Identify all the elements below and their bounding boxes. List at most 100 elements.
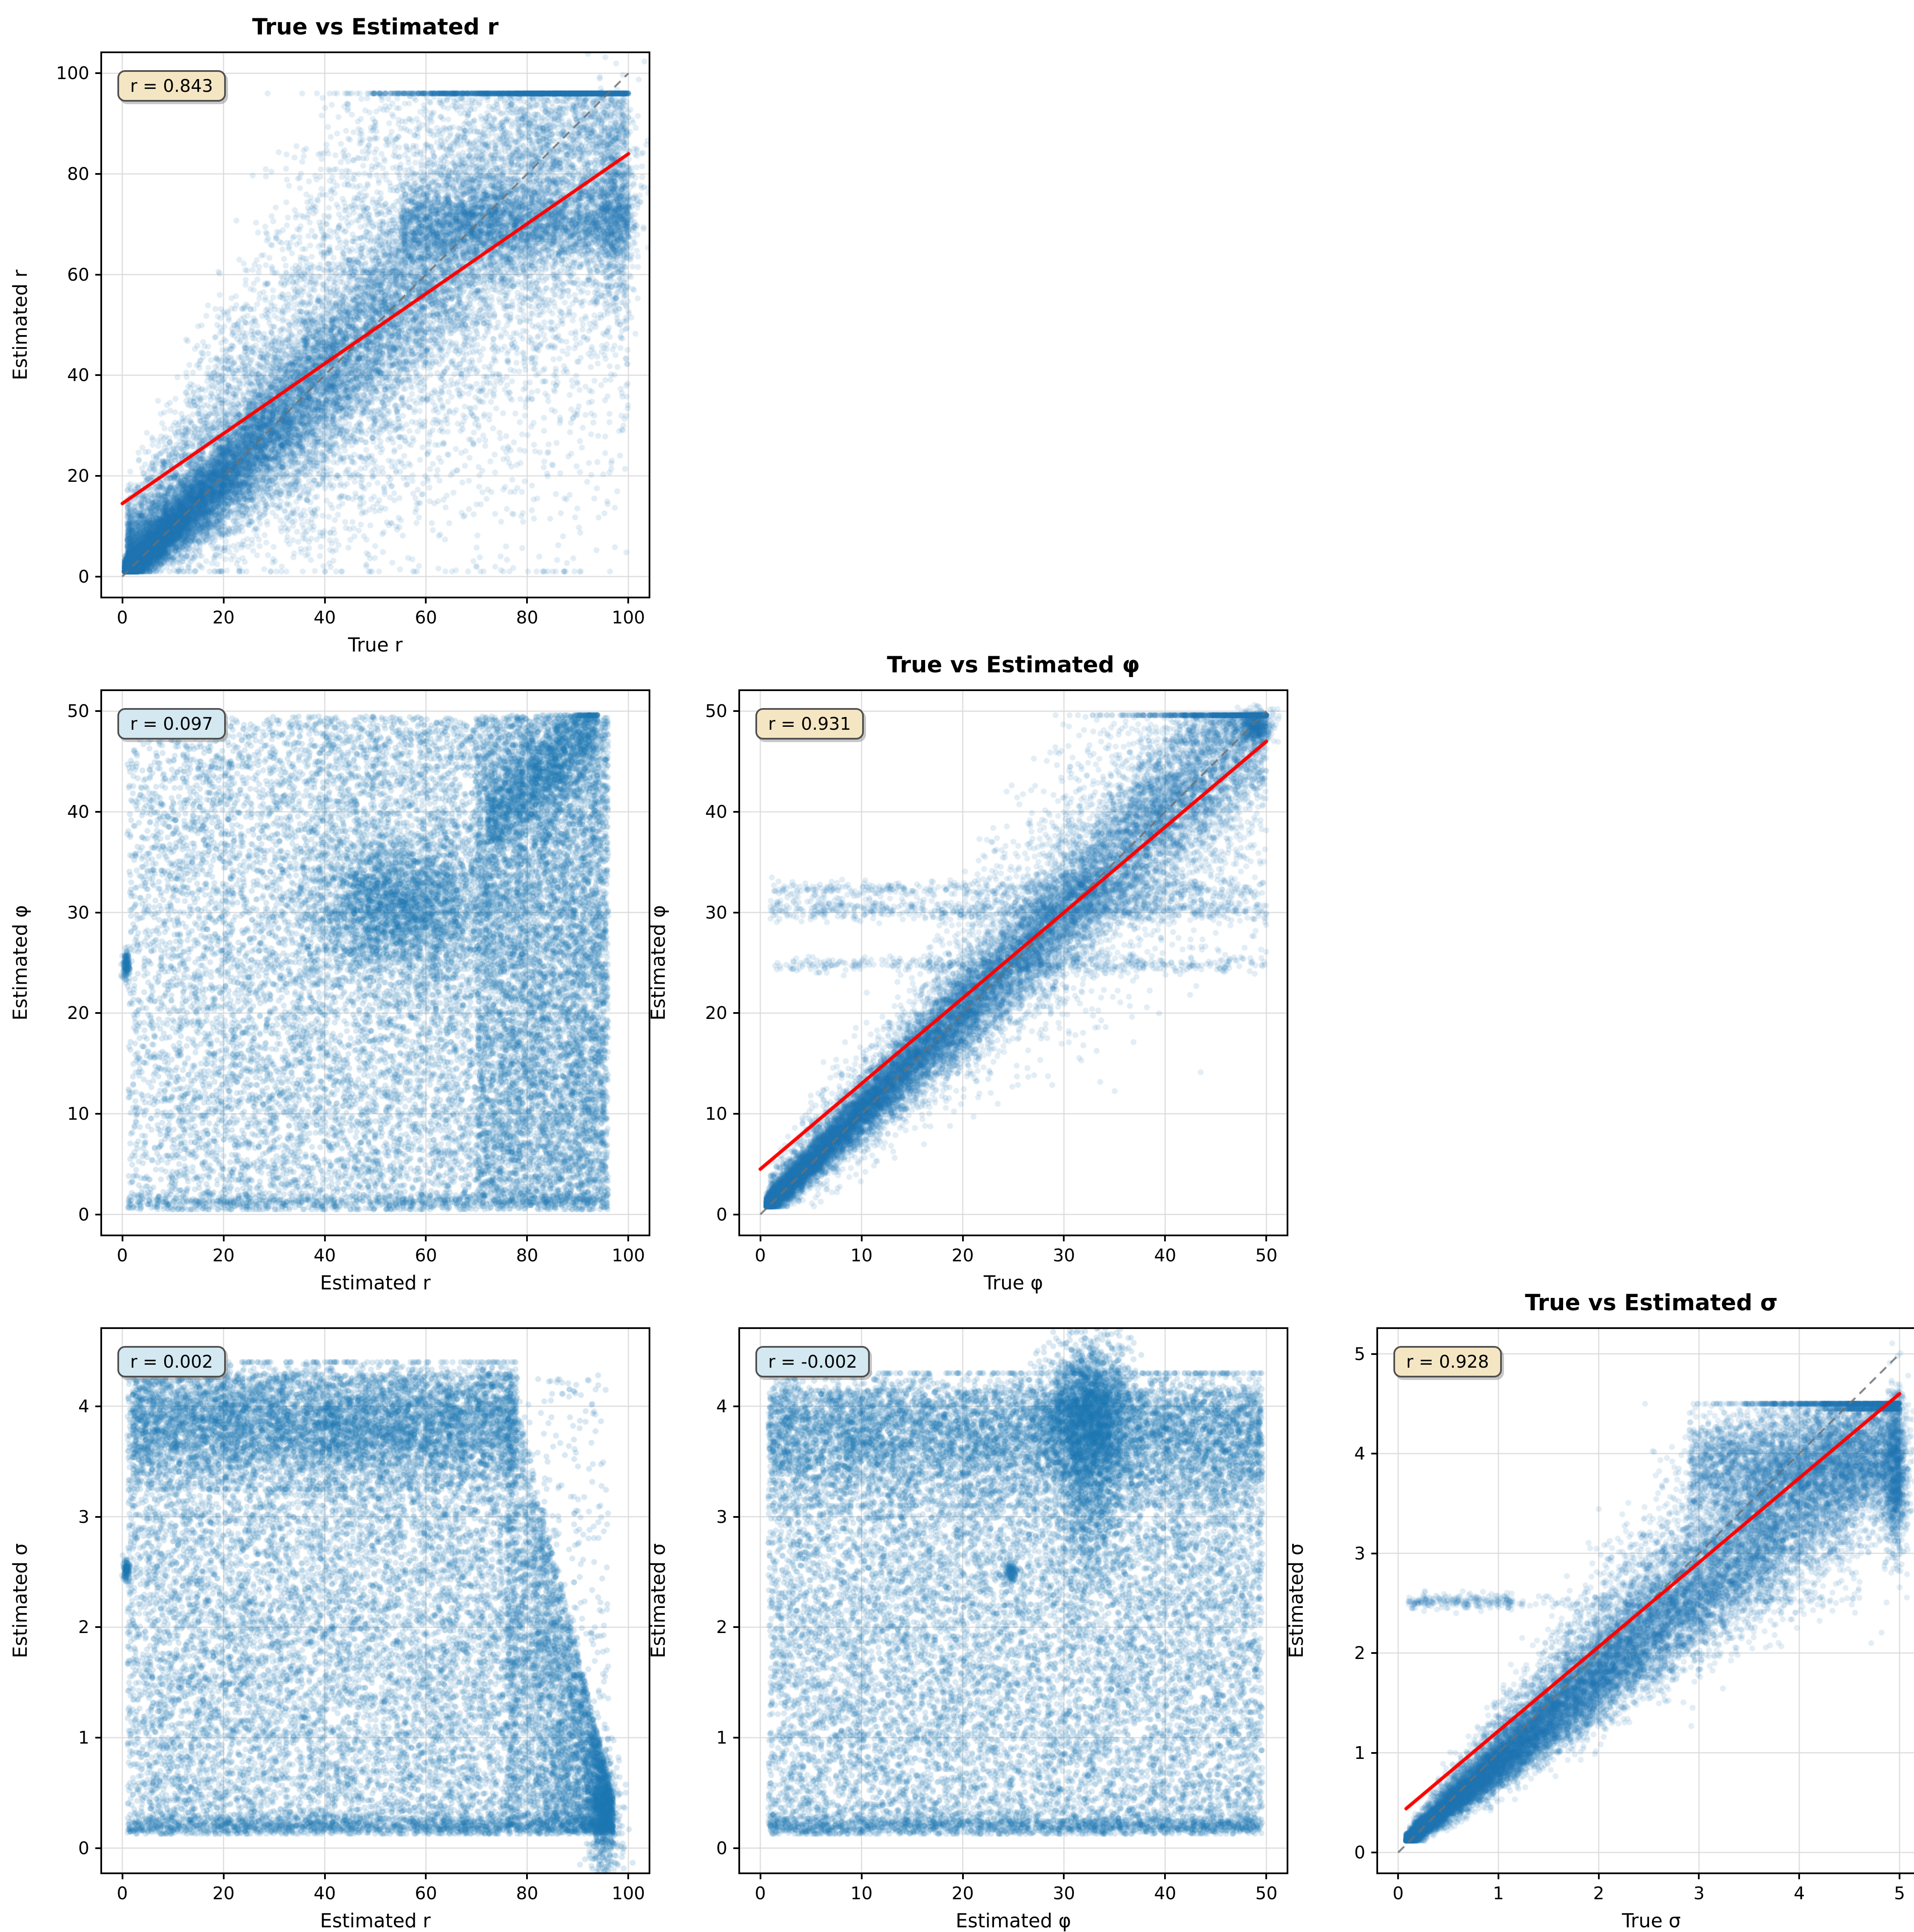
x-tick-mark: [526, 1872, 528, 1879]
x-tick-label: 3: [1693, 1883, 1705, 1904]
x-tick-label: 100: [612, 607, 645, 628]
y-tick-mark: [95, 1113, 102, 1115]
y-tick-mark: [733, 811, 740, 813]
panel-true-vs-est-phi: True vs Estimated φ 0 10 20 30 40 50 0 10 20 30 40 5…: [638, 638, 1288, 1294]
y-tick-label: 30: [705, 902, 727, 923]
correlation-annotation: r = 0.928: [1393, 1346, 1502, 1377]
y-tick-label: 50: [67, 701, 89, 722]
y-tick-mark: [95, 911, 102, 913]
x-tick-mark: [222, 1872, 225, 1879]
y-tick-mark: [95, 1405, 102, 1407]
y-tick-label: 3: [1354, 1543, 1365, 1564]
y-tick-mark: [95, 273, 102, 276]
y-axis-label: Estimated σ: [1285, 1543, 1307, 1659]
x-tick-label: 1: [1492, 1883, 1504, 1904]
y-tick-mark: [733, 911, 740, 913]
x-tick-mark: [1063, 1872, 1065, 1879]
plot-area: [738, 689, 1288, 1236]
x-tick-label: 0: [117, 1883, 128, 1904]
x-tick-mark: [324, 1235, 326, 1241]
y-tick-label: 60: [67, 264, 89, 285]
x-tick-mark: [1798, 1872, 1800, 1879]
y-axis-label: Estimated φ: [9, 905, 31, 1021]
x-tick-label: 30: [1053, 1883, 1075, 1904]
scatter-canvas: [102, 53, 649, 597]
y-axis-label: Estimated σ: [647, 1543, 669, 1659]
x-tick-label: 60: [415, 1883, 437, 1904]
y-tick-label: 3: [716, 1506, 727, 1527]
y-axis-label: Estimated r: [9, 269, 31, 381]
x-tick-mark: [962, 1235, 964, 1241]
x-tick-label: 60: [415, 607, 437, 628]
y-tick-label: 80: [67, 164, 89, 184]
y-tick-label: 5: [1354, 1343, 1365, 1364]
x-tick-label: 40: [313, 1883, 336, 1904]
x-tick-mark: [1397, 1872, 1399, 1879]
x-tick-mark: [324, 1872, 326, 1879]
x-tick-label: 2: [1593, 1883, 1604, 1904]
y-tick-mark: [1371, 1552, 1378, 1554]
y-tick-label: 10: [705, 1104, 727, 1124]
y-axis-label: Estimated σ: [9, 1543, 31, 1659]
y-tick-label: 2: [716, 1617, 727, 1638]
scatter-canvas: [102, 691, 649, 1235]
correlation-annotation: r = 0.931: [755, 708, 864, 740]
plot-area: [100, 51, 650, 598]
y-axis-label: Estimated φ: [647, 905, 669, 1021]
y-tick-label: 1: [78, 1727, 89, 1748]
y-tick-label: 0: [1354, 1842, 1365, 1863]
x-tick-mark: [425, 597, 427, 603]
x-tick-label: 5: [1894, 1883, 1905, 1904]
x-tick-mark: [1598, 1872, 1600, 1879]
y-tick-mark: [733, 1626, 740, 1628]
y-tick-mark: [733, 1847, 740, 1849]
y-tick-mark: [1371, 1652, 1378, 1654]
y-tick-label: 40: [67, 365, 89, 386]
y-tick-label: 100: [56, 63, 89, 84]
scatter-canvas: [740, 1329, 1287, 1872]
y-tick-mark: [733, 1737, 740, 1739]
x-tick-mark: [425, 1235, 427, 1241]
y-tick-mark: [1371, 1453, 1378, 1455]
plot-area: [100, 689, 650, 1236]
x-tick-label: 0: [117, 1245, 128, 1266]
panel-est-phi-vs-est-sigma: 0 10 20 30 40 50 0 1 2 3 4 Estimated φ Estimated σ r …: [638, 1276, 1288, 1932]
x-tick-mark: [1899, 1872, 1901, 1879]
panel-true-vs-est-sigma: True vs Estimated σ 0 1 2 3 4 5 0 1 2 3 4 5 True σ Est…: [1276, 1276, 1914, 1932]
correlation-annotation: r = -0.002: [755, 1346, 870, 1377]
panel-title: True vs Estimated φ: [887, 652, 1140, 678]
panel-true-vs-est-r: True vs Estimated r 0 20 40 60 80 100 0 20 40 60 80…: [0, 0, 650, 656]
y-tick-mark: [733, 710, 740, 712]
y-tick-label: 40: [67, 802, 89, 822]
y-tick-mark: [95, 1737, 102, 1739]
x-tick-mark: [860, 1235, 863, 1241]
scatter-canvas: [1378, 1329, 1914, 1872]
y-tick-label: 20: [705, 1003, 727, 1024]
panel-est-r-vs-est-phi: 0 20 40 60 80 100 0 10 20 30 40 50 Estimated r Estima…: [0, 638, 650, 1294]
x-tick-label: 100: [612, 1883, 645, 1904]
x-tick-mark: [759, 1235, 761, 1241]
y-tick-mark: [733, 1113, 740, 1115]
y-tick-label: 1: [716, 1727, 727, 1748]
x-tick-label: 4: [1794, 1883, 1805, 1904]
y-tick-mark: [95, 1213, 102, 1215]
panel-est-r-vs-est-sigma: 0 20 40 60 80 100 0 1 2 3 4 Estimated r Estimated σ r…: [0, 1276, 650, 1932]
y-tick-label: 30: [67, 902, 89, 923]
x-tick-mark: [1497, 1872, 1499, 1879]
scatter-canvas: [740, 691, 1287, 1235]
x-tick-label: 20: [951, 1245, 974, 1266]
x-tick-label: 40: [313, 607, 336, 628]
y-tick-label: 10: [67, 1104, 89, 1124]
y-tick-label: 0: [78, 1838, 89, 1858]
x-axis-label: Estimated φ: [955, 1909, 1071, 1932]
y-tick-mark: [733, 1012, 740, 1014]
x-tick-mark: [627, 597, 629, 603]
x-tick-mark: [121, 597, 123, 603]
x-tick-label: 80: [516, 1245, 538, 1266]
x-tick-label: 10: [850, 1883, 873, 1904]
x-tick-mark: [526, 1235, 528, 1241]
x-tick-mark: [1265, 1872, 1267, 1879]
x-tick-mark: [1164, 1235, 1166, 1241]
y-tick-mark: [95, 575, 102, 578]
x-tick-label: 0: [755, 1883, 766, 1904]
